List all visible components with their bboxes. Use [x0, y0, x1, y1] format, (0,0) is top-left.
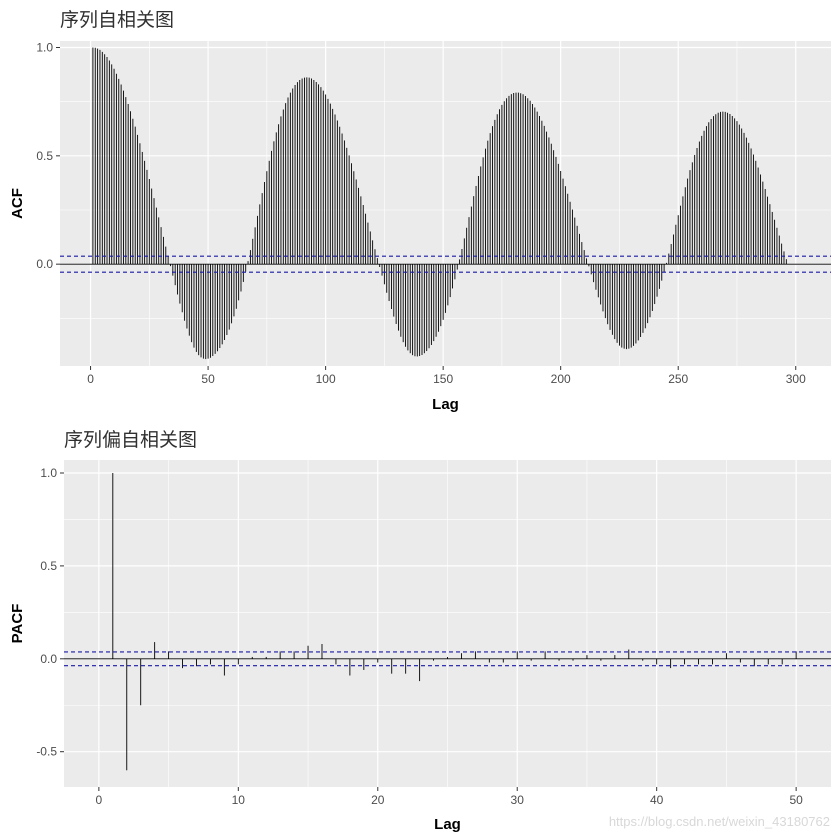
pacf-x-tick-label: 10	[232, 793, 246, 807]
pacf-chart: 序列偏自相关图 -0.5 0.0 0.5 1.0 0 10 20 30 40 50 Lag PACF	[9, 429, 831, 833]
acf-x-tick-label: 100	[316, 372, 336, 386]
acf-x-tick-label: 0	[87, 372, 94, 386]
pacf-y-tick-label: 1.0	[40, 466, 57, 480]
acf-y-tick-label: 0.0	[36, 257, 53, 271]
acf-chart: 序列自相关图 0.0 0.5 1.0 0 50 100 150 200 250 300 Lag ACF	[9, 9, 831, 413]
pacf-y-axis-label: PACF	[9, 604, 26, 644]
pacf-y-tick-label: 0.0	[40, 652, 57, 666]
acf-title: 序列自相关图	[60, 9, 174, 31]
pacf-x-tick-label: 0	[96, 793, 103, 807]
acf-x-axis-label: Lag	[432, 396, 459, 413]
pacf-y-tick-label: -0.5	[36, 745, 57, 759]
acf-x-tick-label: 300	[786, 372, 806, 386]
pacf-title: 序列偏自相关图	[64, 429, 197, 451]
acf-y-axis-label: ACF	[9, 188, 26, 219]
pacf-minor-grid	[64, 460, 831, 787]
acf-x-tick-label: 150	[433, 372, 453, 386]
acf-x-tick-label: 200	[551, 372, 571, 386]
pacf-y-tick-label: 0.5	[40, 559, 57, 573]
acf-panel-background	[60, 41, 831, 366]
watermark-text: https://blog.csdn.net/weixin_43180762	[609, 814, 830, 829]
acf-bars	[92, 47, 787, 360]
pacf-x-tick-label: 20	[371, 793, 385, 807]
acf-y-tick-label: 0.5	[36, 149, 53, 163]
pacf-bars	[112, 473, 797, 771]
pacf-x-tick-label: 30	[511, 793, 525, 807]
acf-y-tick-label: 1.0	[36, 41, 53, 55]
pacf-x-axis-label: Lag	[434, 816, 461, 833]
acf-x-tick-label: 250	[668, 372, 688, 386]
acf-x-tick-label: 50	[201, 372, 215, 386]
pacf-x-tick-label: 50	[789, 793, 803, 807]
pacf-x-tick-label: 40	[650, 793, 664, 807]
